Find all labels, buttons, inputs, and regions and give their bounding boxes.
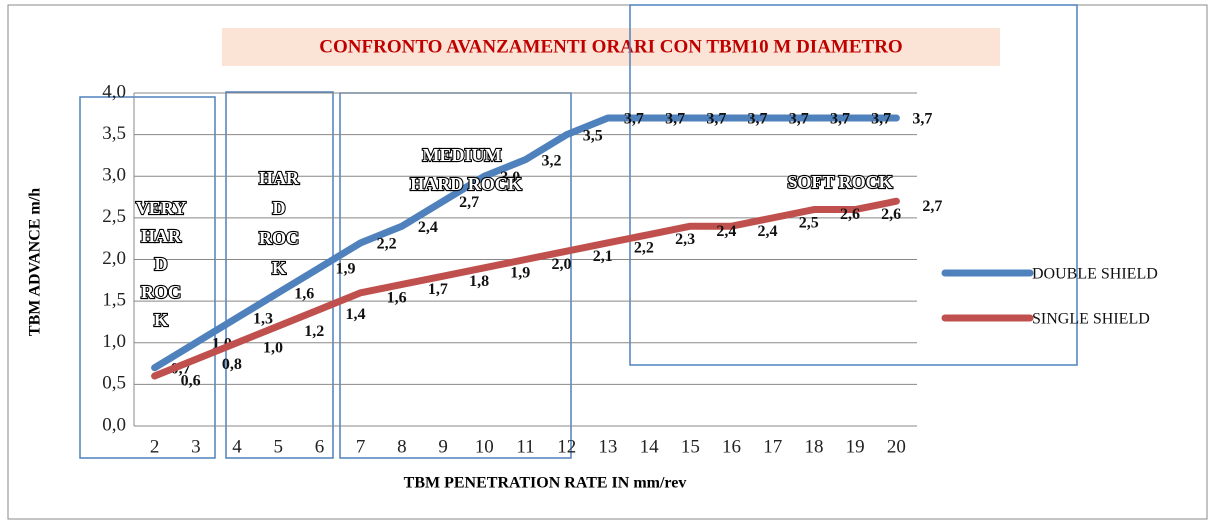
y-tick-label: 3,5 — [102, 123, 126, 144]
data-label: 3,7 — [665, 111, 685, 128]
annotation: K — [272, 258, 286, 278]
data-label: 2,4 — [758, 223, 778, 240]
data-label: 2,5 — [799, 215, 819, 232]
x-tick-label: 15 — [681, 436, 700, 457]
data-label: 2,7 — [459, 194, 479, 211]
chart-title: CONFRONTO AVANZAMENTI ORARI CON TBM10 M … — [319, 36, 902, 57]
legend-label: DOUBLE SHIELD — [1032, 266, 1158, 283]
data-label: 3,0 — [500, 169, 520, 186]
annotation: D — [155, 254, 168, 274]
annotation: ROC — [259, 228, 299, 248]
annotation: HARD ROCK — [410, 174, 522, 194]
y-tick-label: 0,5 — [102, 373, 126, 394]
data-label: 1,9 — [335, 260, 355, 277]
x-tick-label: 10 — [475, 436, 494, 457]
x-tick-label: 3 — [191, 436, 201, 457]
region-box — [79, 96, 216, 459]
data-label: 1,8 — [469, 273, 489, 290]
data-label: 0,6 — [181, 373, 201, 390]
x-tick-label: 7 — [356, 436, 366, 457]
data-label: 3,7 — [912, 111, 932, 128]
data-label: 1,3 — [253, 310, 273, 327]
x-tick-label: 11 — [516, 436, 534, 457]
data-label: 1,6 — [294, 285, 314, 302]
x-tick-label: 5 — [273, 436, 283, 457]
y-tick-label: 0,0 — [102, 414, 126, 435]
data-label: 1,9 — [510, 264, 530, 281]
data-label: 3,7 — [624, 111, 644, 128]
data-label: 2,1 — [593, 248, 613, 265]
data-label: 3,5 — [583, 127, 603, 144]
data-label: 2,4 — [418, 219, 438, 236]
data-label: 2,7 — [922, 198, 942, 215]
chart-border — [7, 4, 1208, 520]
title-box — [222, 28, 1000, 66]
annotation: ROC — [141, 282, 181, 302]
y-tick-label: 2,0 — [102, 248, 126, 269]
region-boxes — [79, 4, 1078, 459]
data-label: 3,7 — [789, 111, 809, 128]
data-label: 2,0 — [552, 256, 572, 273]
x-tick-label: 20 — [887, 436, 906, 457]
data-label: 2,2 — [634, 240, 654, 257]
data-label: 0,8 — [222, 356, 242, 373]
data-label: 2,6 — [881, 206, 901, 223]
x-tick-label: 13 — [598, 436, 617, 457]
x-tick-label: 2 — [150, 436, 160, 457]
annotation: D — [273, 198, 286, 218]
data-label: 2,4 — [716, 223, 736, 240]
x-tick-label: 8 — [397, 436, 407, 457]
y-axis-label: TBM ADVANCE m/h — [27, 188, 44, 336]
y-tick-label: 2,5 — [102, 206, 126, 227]
data-label: 1,2 — [304, 323, 324, 340]
data-label: 1,7 — [428, 281, 448, 298]
annotation: K — [154, 310, 168, 330]
y-tick-label: 1,0 — [102, 331, 126, 352]
region-box — [225, 91, 334, 459]
annotation: SOFT ROCK — [787, 172, 892, 192]
annotation: MEDIUM — [423, 145, 502, 165]
data-label: 2,6 — [840, 206, 860, 223]
x-tick-label: 14 — [640, 436, 660, 457]
x-tick-label: 17 — [763, 436, 782, 457]
region-box — [629, 4, 1078, 366]
data-label: 3,7 — [706, 111, 726, 128]
legend-label: SINGLE SHIELD — [1032, 311, 1150, 328]
x-tick-label: 18 — [804, 436, 823, 457]
x-axis-label: TBM PENETRATION RATE IN mm/rev — [404, 475, 687, 492]
series-line — [151, 114, 900, 372]
data-label: 1,0 — [263, 339, 283, 356]
series-line — [151, 197, 900, 380]
data-label: 3,7 — [748, 111, 768, 128]
x-tick-label: 19 — [846, 436, 865, 457]
y-tick-label: 4,0 — [102, 81, 126, 102]
x-tick-label: 6 — [315, 436, 325, 457]
annotation: HAR — [259, 168, 300, 188]
data-label: 2,3 — [675, 231, 695, 248]
annotation: HAR — [141, 226, 182, 246]
annotation: VERY — [136, 198, 186, 218]
data-label: 3,7 — [871, 111, 891, 128]
x-tick-label: 4 — [232, 436, 242, 457]
x-tick-label: 16 — [722, 436, 741, 457]
x-tick-label: 12 — [557, 436, 576, 457]
data-label: 3,2 — [542, 152, 562, 169]
y-tick-label: 1,5 — [102, 289, 126, 310]
y-tick-label: 3,0 — [102, 165, 126, 186]
data-label: 1,6 — [387, 289, 407, 306]
data-label: 2,2 — [377, 236, 397, 253]
x-tick-label: 9 — [438, 436, 448, 457]
data-label: 1,4 — [345, 306, 365, 323]
data-label: 3,7 — [830, 111, 850, 128]
